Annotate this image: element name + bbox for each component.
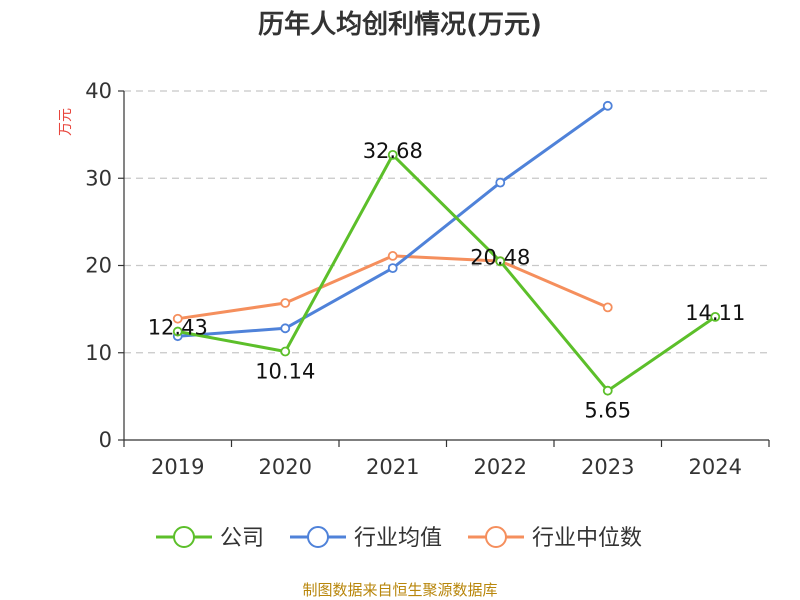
- legend-label: 行业中位数: [532, 526, 642, 551]
- data-point[interactable]: [280, 298, 291, 308]
- data-point[interactable]: [387, 251, 398, 261]
- y-tick-label: 0: [99, 428, 112, 452]
- data-point[interactable]: [280, 346, 291, 357]
- data-point[interactable]: [172, 326, 183, 337]
- data-point[interactable]: [280, 323, 291, 334]
- data-label: 20.48: [470, 245, 530, 269]
- data-point[interactable]: [602, 100, 613, 111]
- data-label: 14.11: [685, 301, 745, 325]
- legend-marker-icon: [173, 526, 195, 548]
- y-axis-label: 万元: [58, 108, 74, 136]
- data-point[interactable]: [172, 313, 183, 324]
- data-label: 32.68: [363, 139, 423, 163]
- x-tick-label-2019: 2019: [151, 455, 204, 479]
- legend[interactable]: 公司 行业均值 行业中位数: [156, 526, 642, 551]
- data-point[interactable]: [495, 177, 506, 188]
- legend-marker-icon: [307, 526, 329, 548]
- legend-item-行业均值[interactable]: 行业均值: [290, 526, 442, 551]
- data-point[interactable]: [495, 256, 506, 267]
- legend-marker-icon: [485, 526, 507, 548]
- data-label: 10.14: [255, 360, 315, 384]
- axes: 0 10 20 30 40 2019 2020 2021 2022 2023 2024: [85, 79, 770, 479]
- x-tick-label-2024: 2024: [689, 455, 742, 479]
- data-source-footer: 制图数据来自恒生聚源数据库: [302, 581, 497, 599]
- series-group: [172, 100, 721, 396]
- series-公司: [172, 149, 721, 396]
- data-point[interactable]: [387, 263, 398, 274]
- data-label: 12.43: [148, 316, 208, 340]
- x-tick-label-2023: 2023: [581, 455, 634, 479]
- chart-title: 历年人均创利情况(万元): [258, 9, 542, 40]
- x-tick-label-2020: 2020: [259, 455, 312, 479]
- x-tick-label-2021: 2021: [366, 455, 419, 479]
- y-tick-label: 20: [85, 254, 112, 278]
- series-行业中位数: [172, 251, 613, 324]
- legend-label: 公司: [220, 526, 264, 551]
- x-tick-label-2022: 2022: [474, 455, 527, 479]
- legend-item-公司[interactable]: 公司: [156, 526, 264, 551]
- data-label: 5.65: [584, 399, 631, 423]
- series-行业均值: [172, 100, 613, 342]
- legend-label: 行业均值: [354, 526, 442, 551]
- y-tick-label: 40: [85, 79, 112, 103]
- series-line-公司: [177, 153, 717, 393]
- data-point[interactable]: [602, 385, 613, 396]
- data-point[interactable]: [710, 311, 721, 322]
- data-point[interactable]: [387, 149, 398, 160]
- y-tick-label: 30: [85, 166, 112, 190]
- legend-item-行业中位数[interactable]: 行业中位数: [468, 526, 642, 551]
- data-labels: 12.43 10.14 32.68 20.48 5.65 14.11: [148, 139, 746, 423]
- data-point[interactable]: [602, 302, 613, 313]
- y-tick-label: 10: [85, 341, 112, 365]
